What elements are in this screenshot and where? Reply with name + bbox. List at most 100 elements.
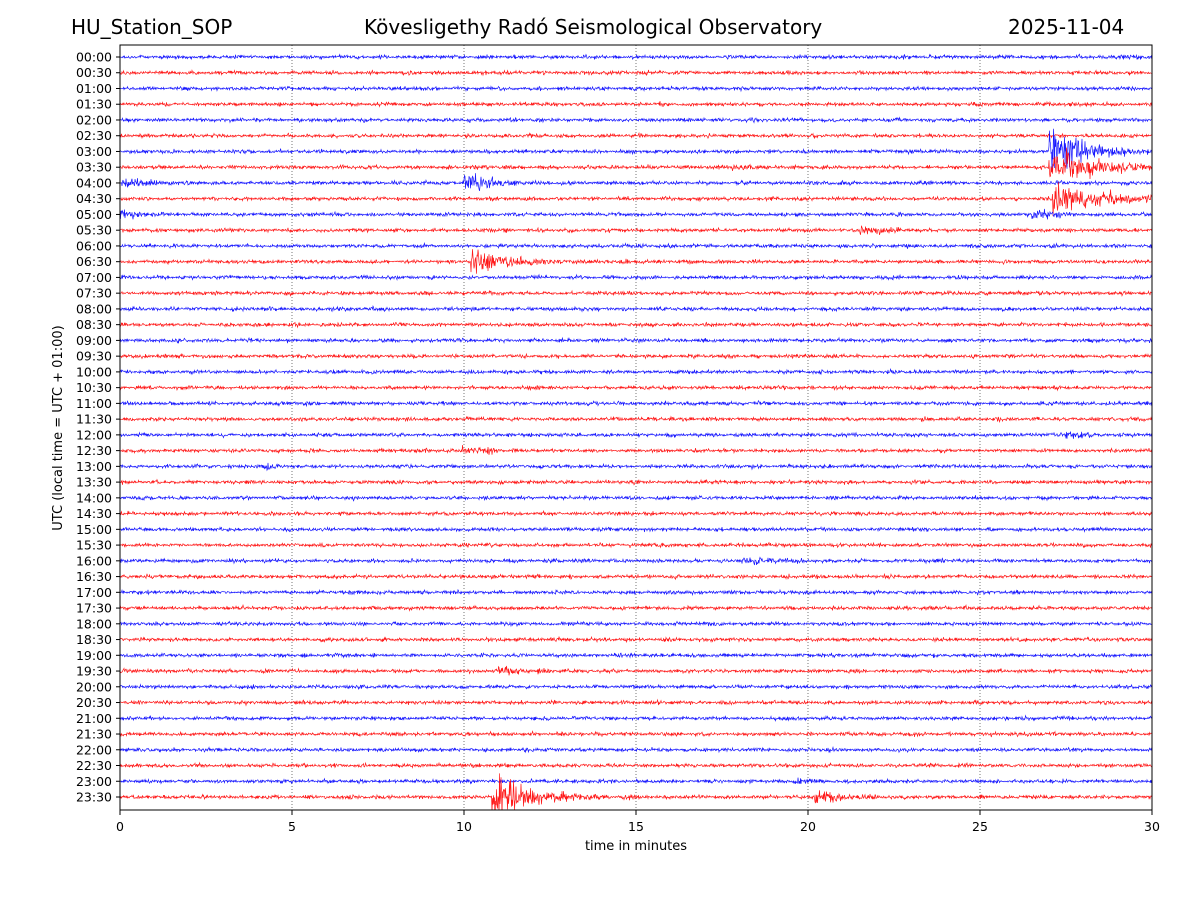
y-tick-label: 16:00 [76,553,112,568]
chart-title: Kövesligethy Radó Seismological Observat… [364,15,823,39]
y-tick-label: 22:00 [76,742,112,757]
y-tick-label: 02:30 [76,128,112,143]
y-tick-label: 10:30 [76,380,112,395]
trace-23-00 [120,777,1152,785]
trace-03-00 [120,128,1152,172]
y-tick-label: 09:30 [76,349,112,364]
chart-date: 2025-11-04 [1008,15,1125,39]
traces [120,53,1152,810]
trace-21-00 [120,714,1152,723]
trace-10-30 [120,384,1152,392]
trace-00-30 [120,69,1152,77]
trace-20-00 [120,683,1152,691]
y-tick-label: 12:00 [76,427,112,442]
trace-02-00 [120,116,1152,124]
x-axis: 0 5 10 15 20 25 30 [116,810,1160,834]
y-tick-label: 01:30 [76,97,112,112]
y-tick-label: 18:00 [76,616,112,631]
y-tick-label: 09:00 [76,333,112,348]
y-tick-label: 08:00 [76,301,112,316]
trace-06-00 [120,242,1152,250]
y-tick-label: 14:00 [76,490,112,505]
y-tick-label: 18:30 [76,632,112,647]
grid-lines [291,45,981,810]
y-tick-label: 03:30 [76,160,112,175]
y-tick-label: 20:30 [76,695,112,710]
trace-01-30 [120,100,1152,108]
y-tick-label: 11:00 [76,396,112,411]
trace-17-30 [120,604,1152,612]
y-tick-label: 15:00 [76,522,112,537]
trace-13-00 [120,462,1152,472]
trace-20-30 [120,698,1152,707]
trace-14-30 [120,509,1152,517]
trace-17-00 [120,588,1152,597]
y-tick-label: 17:00 [76,585,112,600]
y-tick-label: 20:00 [76,679,112,694]
trace-09-00 [120,336,1152,345]
y-tick-label: 12:30 [76,443,112,458]
trace-22-30 [120,761,1152,769]
x-tick-label: 30 [1144,819,1160,834]
y-tick-label: 04:30 [76,191,112,206]
y-tick-label: 19:00 [76,648,112,663]
y-tick-label: 01:00 [76,81,112,96]
trace-19-30 [120,665,1152,676]
trace-15-00 [120,525,1152,533]
y-tick-label: 03:00 [76,144,112,159]
y-tick-label: 05:30 [76,223,112,238]
trace-13-30 [120,478,1152,486]
y-tick-label: 07:30 [76,286,112,301]
y-tick-label: 21:30 [76,727,112,742]
y-tick-label: 02:00 [76,112,112,127]
x-axis-label: time in minutes [585,839,687,854]
trace-16-00 [120,556,1152,566]
y-tick-label: 10:00 [76,364,112,379]
y-tick-label: 00:30 [76,65,112,80]
y-tick-label: 06:00 [76,238,112,253]
trace-21-30 [120,730,1152,738]
trace-19-00 [120,652,1152,659]
y-tick-label: 06:30 [76,254,112,269]
trace-07-00 [120,273,1152,281]
trace-18-00 [120,620,1152,628]
y-tick-label: 13:30 [76,475,112,490]
y-tick-label: 19:30 [76,664,112,679]
trace-10-00 [120,367,1152,376]
trace-12-00 [120,431,1152,439]
y-tick-label: 17:30 [76,601,112,616]
trace-04-00 [120,173,1152,191]
trace-23-30 [120,773,1152,810]
y-tick-label: 14:30 [76,506,112,521]
y-tick-label: 15:30 [76,538,112,553]
trace-05-30 [120,225,1152,235]
trace-22-00 [120,746,1152,754]
y-tick-label: 23:30 [76,790,112,805]
trace-05-00 [120,208,1152,220]
x-tick-label: 15 [628,819,644,834]
trace-07-30 [120,289,1152,297]
trace-14-00 [120,494,1152,502]
y-tick-label: 07:00 [76,270,112,285]
trace-11-00 [120,399,1152,408]
trace-08-30 [120,321,1152,329]
trace-03-30 [120,147,1152,180]
trace-12-30 [120,445,1152,455]
y-tick-label: 23:00 [76,774,112,789]
x-tick-label: 0 [116,819,124,834]
y-tick-label: 16:30 [76,569,112,584]
trace-02-30 [120,131,1152,140]
trace-11-30 [120,415,1152,424]
y-tick-label: 21:00 [76,711,112,726]
x-tick-label: 10 [456,819,472,834]
y-tick-label: 00:00 [76,50,112,65]
y-tick-label: 22:30 [76,758,112,773]
trace-01-00 [120,85,1152,93]
station-name: HU_Station_SOP [71,15,233,39]
y-tick-label: 04:00 [76,175,112,190]
trace-09-30 [120,352,1152,360]
trace-08-00 [120,305,1152,313]
x-tick-label: 25 [972,819,988,834]
trace-16-30 [120,572,1152,581]
